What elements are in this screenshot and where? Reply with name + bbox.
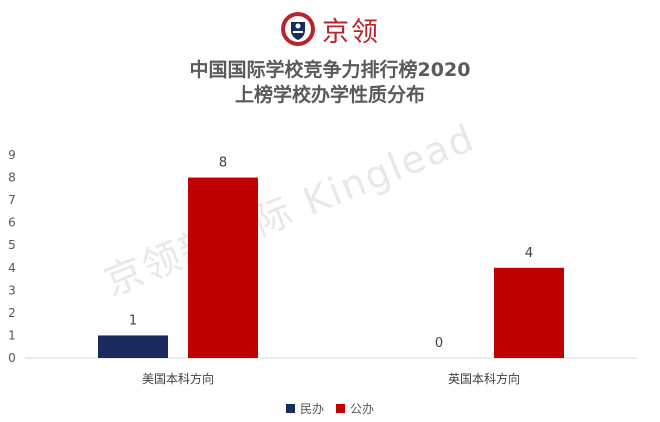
y-tick-label: 2 <box>8 306 16 320</box>
legend-swatch-series-2 <box>336 404 345 413</box>
bar <box>98 335 168 358</box>
data-label: 0 <box>435 336 443 351</box>
bar <box>188 177 258 358</box>
bar-chart: 0 1 2 3 4 5 6 7 8 9 1 8 美国本科方向 0 4 英国本科方向 <box>8 148 637 386</box>
y-tick-label: 8 <box>8 171 16 185</box>
bar-layer <box>98 177 564 358</box>
y-tick-label: 6 <box>8 216 16 230</box>
chart-title: 中国国际学校竞争力排行榜2020 上榜学校办学性质分布 <box>0 58 660 108</box>
y-tick-label: 1 <box>8 328 16 342</box>
kinglead-shield-logo-icon <box>281 12 315 46</box>
legend-item-series-1: 民办 <box>285 400 324 417</box>
y-tick-label: 9 <box>8 148 16 162</box>
legend-item-series-2: 公办 <box>336 400 374 417</box>
bar <box>494 267 564 358</box>
y-tick-label: 3 <box>8 283 16 297</box>
y-tick-label: 7 <box>8 193 16 207</box>
chart-title-line-2: 上榜学校办学性质分布 <box>234 84 425 106</box>
data-label: 4 <box>525 246 533 261</box>
brand-name: 京领 <box>322 16 380 48</box>
legend: 民办 公办 <box>0 400 660 417</box>
chart-title-line-1: 中国国际学校竞争力排行榜2020 <box>189 59 471 81</box>
x-tick-label: 英国本科方向 <box>448 371 520 386</box>
data-label: 8 <box>219 156 227 171</box>
x-tick-label: 美国本科方向 <box>142 371 214 386</box>
y-tick-label: 0 <box>8 351 16 365</box>
y-tick-label: 5 <box>8 238 16 252</box>
label-layer: 1 8 美国本科方向 0 4 英国本科方向 <box>129 156 533 386</box>
legend-label-series-1: 民办 <box>299 402 324 416</box>
y-tick-label: 4 <box>8 261 16 275</box>
legend-swatch-series-1 <box>285 404 295 413</box>
legend-label-series-2: 公办 <box>350 402 375 416</box>
brand-header: 京领 <box>0 8 660 50</box>
data-label: 1 <box>129 313 137 328</box>
